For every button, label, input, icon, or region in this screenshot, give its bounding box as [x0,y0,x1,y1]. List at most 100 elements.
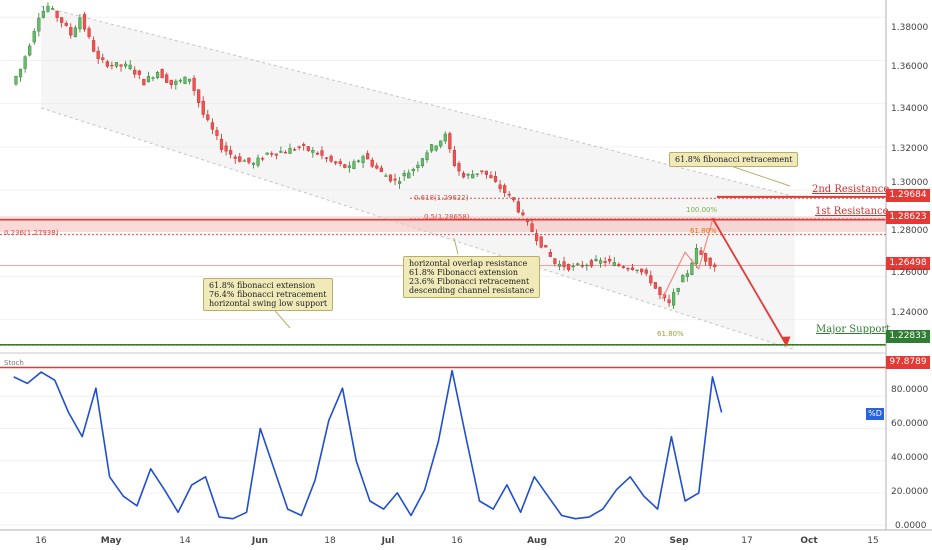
projection-100-label: 100.00% [686,206,718,214]
date-tick: 16 [451,536,463,546]
candle-body [32,31,36,43]
candle-body [37,17,41,32]
candle-body [557,263,562,267]
candle-body [525,219,530,222]
price-tick: 1.30000 [891,178,929,188]
candle-body [484,170,488,175]
candle-body [324,157,329,159]
candle-body [489,175,493,179]
candle-body [151,77,155,79]
fib-0236-label: 0.236(1.27938) [4,229,59,237]
candle-body [566,264,571,271]
candle-body [50,8,55,10]
candle-body [507,194,511,196]
price-tick: 1.32000 [891,144,929,154]
candle-body [137,70,141,75]
candle-body [411,169,415,172]
annotation-line: 61.8% fibonacci extension [209,281,316,290]
candle-body [119,64,123,67]
candle-body [480,170,484,172]
candle-body [238,156,242,162]
candle-body [493,176,498,182]
candle-body [393,178,397,181]
candle-body [114,62,119,67]
price-tag-current: 1.26498 [886,257,930,270]
candle-body [73,27,77,38]
candle-body [621,266,625,268]
projection-path [661,220,714,300]
candle-body [626,268,630,270]
price-tick: 1.38000 [891,23,929,33]
price-tag-second-resistance: 1.29684 [886,189,930,202]
date-tick: Jul [381,536,395,546]
candle-body [251,162,256,165]
stoch-d-badge: %D [866,408,884,420]
candle-body [503,185,507,193]
candle-body [183,76,187,84]
candle-body [384,175,388,177]
date-tick: Oct [800,536,818,546]
second-resistance-label: 2nd Resistance [812,184,890,195]
candle-body [649,275,653,284]
candle-body [178,79,182,82]
candle-body [123,63,128,67]
support-618-label: 61.80% [657,330,684,338]
candle-body [302,144,306,146]
stoch-tick: 40.0000 [891,453,929,463]
candle-body [713,264,717,268]
price-tick: 1.26000 [891,268,929,278]
price-tag-major-support: 1.22833 [886,330,930,343]
candle-body [347,165,351,168]
candle-body [210,122,214,130]
date-tick: 20 [614,536,626,546]
candle-body [192,77,196,91]
candle-body [306,146,310,151]
candle-body [283,152,288,154]
candle-body [708,257,712,266]
price-tick: 1.24000 [891,308,929,318]
annotation-line: 61.8% fibonacci retracement [675,155,793,164]
candle-body [690,262,694,275]
candle-body [187,78,192,82]
candle-body [580,265,584,267]
candle-body [270,153,274,155]
annotation-line: 61.8% Fibonacci extension [409,268,518,277]
date-tick: May [100,536,122,546]
candle-body [475,173,479,175]
candle-body [685,273,689,277]
candle-body [439,140,443,147]
candle-body [672,292,676,306]
candle-body [101,57,105,60]
candle-body [598,260,603,264]
candle-body [265,152,269,155]
candle-body [457,163,461,172]
annotation-swing-low-support: 61.8% fibonacci extension 76.4% fibonacc… [203,278,334,311]
candle-body [375,165,379,169]
candle-body [55,11,59,18]
candle-body [69,27,73,36]
candle-body [334,161,338,164]
stochastic-panel [0,366,886,520]
candle-body [635,269,639,271]
candle-body [146,76,151,83]
candle-body [41,10,45,18]
candle-body [64,23,68,26]
date-tick: 16 [35,536,47,546]
date-tick: 15 [867,536,879,546]
candle-body [658,287,662,296]
candle-body [320,150,324,156]
candle-body [229,150,233,155]
annotation-line: 23.6% Fibonacci retracement [409,277,530,286]
candle-body [640,268,644,273]
candle-body [160,69,164,79]
candle-body [279,151,283,153]
candle-body [219,138,224,150]
candle-body [539,236,543,248]
candle-body [78,17,82,30]
candle-body [585,264,589,267]
annotation-line: descending channel resistance [409,286,535,295]
candle-body [197,89,201,103]
candle-body [356,160,361,162]
fib-0618-label: 0.618(1.29622) [414,194,469,202]
candle-body [471,173,475,179]
